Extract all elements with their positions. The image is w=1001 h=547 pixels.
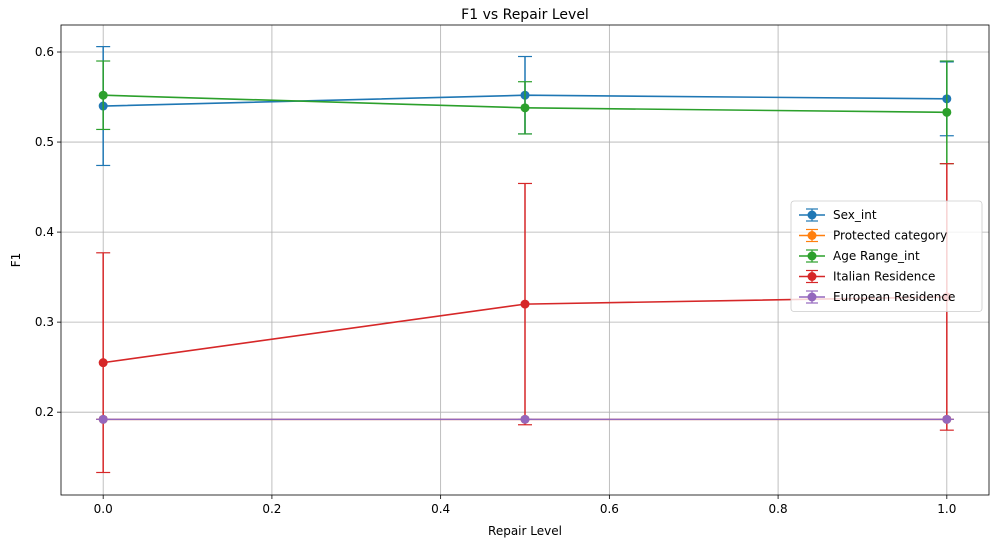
x-axis: 0.0 0.2 0.4 0.6 0.8 1.0 xyxy=(94,495,956,516)
legend-label: European Residence xyxy=(833,290,955,304)
x-axis-label: Repair Level xyxy=(488,524,562,538)
legend-label: Age Range_int xyxy=(833,249,920,263)
y-tick-label: 0.6 xyxy=(35,45,54,59)
grid xyxy=(61,25,989,495)
x-tick-label: 0.6 xyxy=(600,502,619,516)
legend-item: Sex_int xyxy=(799,208,877,222)
legend-item: Age Range_int xyxy=(799,249,920,263)
data-point xyxy=(520,414,530,424)
y-axis-label: F1 xyxy=(9,253,23,268)
legend-marker xyxy=(807,210,817,220)
legend-marker xyxy=(807,231,817,240)
legend: Sex_int Protected category Age Range_int It… xyxy=(790,200,983,312)
series-european-residence xyxy=(96,414,954,424)
y-axis: 0.2 0.3 0.4 0.5 0.6 xyxy=(35,45,61,419)
plot-frame xyxy=(60,24,990,496)
y-tick-label: 0.2 xyxy=(35,405,54,419)
data-point xyxy=(520,299,530,309)
legend-label: Protected category xyxy=(833,229,947,243)
data-point xyxy=(98,90,108,100)
chart-title: F1 vs Repair Level xyxy=(461,7,589,23)
y-tick-label: 0.4 xyxy=(35,225,54,239)
data-point xyxy=(98,358,108,368)
x-tick-label: 0.0 xyxy=(94,502,113,516)
legend-label: Sex_int xyxy=(833,208,877,222)
legend-marker xyxy=(807,292,817,302)
legend-box xyxy=(790,200,983,312)
x-tick-label: 0.4 xyxy=(431,502,450,516)
data-point xyxy=(520,103,530,113)
series-layer xyxy=(96,46,954,474)
x-tick-label: 0.8 xyxy=(769,502,788,516)
data-point xyxy=(942,107,952,117)
data-point xyxy=(98,414,108,424)
y-tick-label: 0.3 xyxy=(35,315,54,329)
legend-label: Italian Residence xyxy=(833,270,935,284)
x-tick-label: 1.0 xyxy=(937,502,956,516)
y-tick-label: 0.5 xyxy=(35,135,54,149)
legend-marker xyxy=(807,272,817,281)
legend-marker xyxy=(807,251,817,261)
legend-item: Italian Residence xyxy=(799,270,935,284)
legend-item: European Residence xyxy=(799,290,955,304)
x-tick-label: 0.2 xyxy=(262,502,281,516)
series-age-range-int xyxy=(96,60,954,165)
data-point xyxy=(942,414,952,424)
legend-item: Protected category xyxy=(799,229,947,243)
